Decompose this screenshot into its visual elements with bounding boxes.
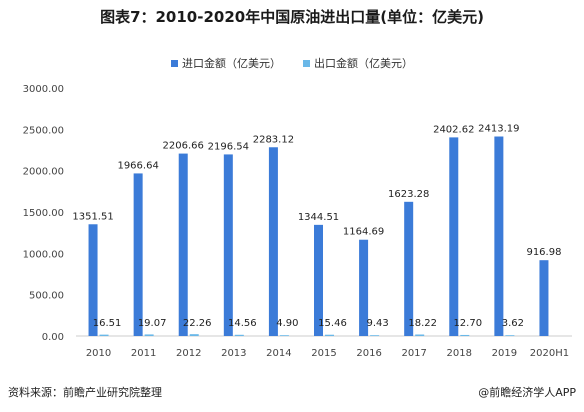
bar-import (539, 260, 549, 336)
legend-swatch-import (171, 59, 178, 67)
data-label-export: 18.22 (408, 318, 437, 329)
data-label-export: 22.26 (183, 318, 212, 329)
y-tick-label: 1000.00 (23, 249, 64, 260)
data-label-import: 2206.66 (163, 141, 204, 152)
y-tick-label: 2000.00 (23, 167, 64, 178)
x-tick-label: 2011 (131, 348, 156, 359)
y-tick-label: 0.00 (42, 332, 64, 343)
bar-export (370, 335, 380, 336)
x-tick-label: 2015 (311, 348, 336, 359)
bar-export (234, 334, 244, 336)
bar-export (505, 335, 515, 336)
x-tick-label: 2017 (401, 348, 426, 359)
x-tick-label: 2018 (447, 348, 472, 359)
data-label-export: 14.56 (228, 318, 257, 329)
data-label-import: 1623.28 (388, 189, 429, 200)
x-tick-label: 2014 (266, 348, 291, 359)
y-tick-label: 500.00 (29, 291, 64, 302)
data-label-export: 15.46 (318, 318, 347, 329)
legend-item-export: 出口金额（亿美元） (303, 55, 413, 71)
data-label-import: 916.98 (526, 247, 561, 258)
bar-import (88, 224, 98, 336)
data-label-import: 1351.51 (72, 211, 113, 222)
data-label-export: 9.43 (366, 318, 388, 329)
legend-label-import: 进口金额（亿美元） (182, 57, 281, 70)
credit-note: @前瞻经济学人APP (478, 386, 576, 399)
legend-label-export: 出口金额（亿美元） (314, 57, 413, 70)
source-note: 资料来源：前瞻产业研究院整理 (8, 386, 162, 399)
data-label-import: 2283.12 (253, 134, 294, 145)
bar-export (415, 334, 425, 336)
data-label-export: 12.70 (453, 318, 482, 329)
bar-import (133, 173, 143, 336)
data-label-export: 4.90 (276, 318, 298, 329)
x-tick-label: 2020H1 (530, 348, 569, 359)
x-tick-label: 2010 (86, 348, 111, 359)
bar-export (99, 334, 109, 336)
bar-export (189, 334, 199, 336)
data-label-export: 16.51 (93, 318, 122, 329)
bar-import (314, 224, 323, 336)
bar-export (460, 334, 470, 336)
bar-import (404, 201, 414, 336)
legend-swatch-export (303, 59, 310, 67)
bar-export (325, 334, 334, 336)
chart-legend: 进口金额（亿美元） 出口金额（亿美元） (0, 55, 584, 71)
data-label-import: 2413.19 (478, 124, 519, 135)
legend-item-import: 进口金额（亿美元） (171, 55, 281, 71)
bar-import (268, 147, 278, 336)
data-label-export: 3.62 (502, 318, 524, 329)
bar-export (279, 335, 289, 336)
bar-export (144, 334, 154, 336)
bar-import (223, 154, 233, 336)
y-tick-label: 1500.00 (23, 208, 64, 219)
x-tick-label: 2016 (356, 348, 381, 359)
bar-import (449, 137, 459, 336)
data-label-import: 1164.69 (343, 227, 384, 238)
bar-import (494, 136, 504, 336)
bar-import (359, 239, 369, 336)
data-label-export: 19.07 (138, 318, 167, 329)
x-tick-label: 2012 (176, 348, 201, 359)
data-label-import: 1966.64 (117, 160, 158, 171)
bar-import (178, 153, 188, 336)
data-label-import: 2196.54 (208, 141, 249, 152)
data-label-import: 1344.51 (298, 212, 339, 223)
y-tick-label: 3000.00 (23, 84, 64, 95)
y-tick-label: 2500.00 (23, 125, 64, 136)
data-label-import: 2402.62 (433, 124, 474, 135)
chart-title: 图表7：2010-2020年中国原油进出口量(单位：亿美元) (100, 8, 484, 26)
x-tick-label: 2013 (221, 348, 246, 359)
x-tick-label: 2019 (492, 348, 517, 359)
